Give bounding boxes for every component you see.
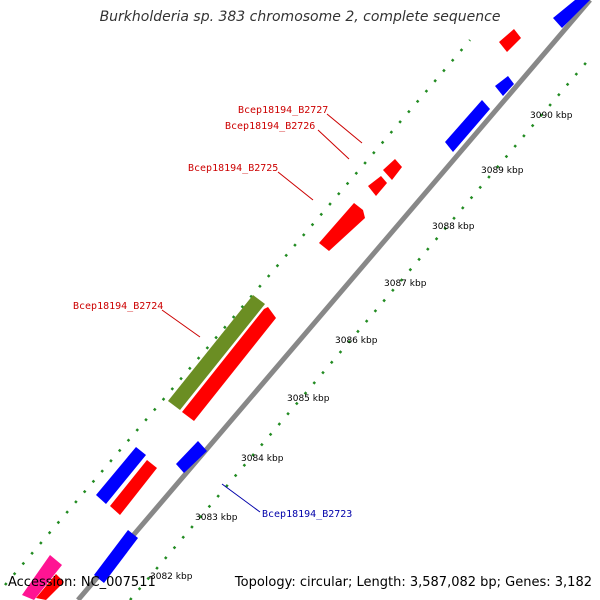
chromosome-backbone (76, 0, 592, 600)
gene-feature[interactable] (22, 555, 62, 600)
leader-line (161, 309, 201, 338)
gene-features (22, 0, 590, 600)
gene-label[interactable]: Bcep18194_B2725 (188, 163, 278, 174)
gene-feature[interactable] (182, 307, 276, 421)
tick-label: 3086 kbp (335, 336, 378, 346)
gene-feature[interactable] (96, 447, 146, 504)
leader-line (326, 113, 363, 144)
sequence-summary: Topology: circular; Length: 3,587,082 bp… (234, 575, 592, 590)
tick-label: 3088 kbp (432, 222, 475, 232)
gene-label[interactable]: Bcep18194_B2726 (225, 121, 315, 132)
gene-feature[interactable] (368, 176, 387, 196)
map-title: Burkholderia sp. 383 chromosome 2, compl… (99, 9, 501, 25)
gene-feature[interactable] (499, 29, 521, 52)
accession-text: Accession: NC_007511 (8, 575, 156, 590)
gene-feature[interactable] (110, 460, 157, 515)
gene-feature[interactable] (553, 0, 590, 28)
gene-feature[interactable] (36, 574, 64, 600)
gene-feature[interactable] (94, 530, 138, 583)
gene-label[interactable]: Bcep18194_B2727 (238, 105, 328, 116)
gene-feature[interactable] (383, 159, 402, 180)
tick-label: 3083 kbp (195, 513, 238, 523)
leader-line (277, 171, 314, 201)
tick-label: 3084 kbp (241, 454, 284, 464)
leader-lines (161, 113, 363, 513)
gene-feature[interactable] (495, 76, 514, 96)
gene-feature[interactable] (168, 295, 265, 410)
tick-label: 3087 kbp (384, 279, 427, 289)
tick-labels: 3082 kbp 3083 kbp 3084 kbp 3085 kbp 3086… (150, 111, 573, 582)
gene-label[interactable]: Bcep18194_B2724 (73, 301, 163, 312)
gene-feature[interactable] (319, 203, 365, 251)
tick-label: 3089 kbp (481, 166, 524, 176)
gene-feature[interactable] (176, 441, 207, 473)
gene-label[interactable]: Bcep18194_B2723 (262, 509, 352, 520)
gene-labels: Bcep18194_B2727 Bcep18194_B2726 Bcep1819… (73, 105, 352, 520)
gene-feature[interactable] (445, 100, 490, 152)
tick-label: 3085 kbp (287, 394, 330, 404)
tick-label: 3082 kbp (150, 572, 193, 582)
tick-label: 3090 kbp (530, 111, 573, 121)
leader-line (317, 129, 350, 160)
leader-line (221, 483, 261, 513)
